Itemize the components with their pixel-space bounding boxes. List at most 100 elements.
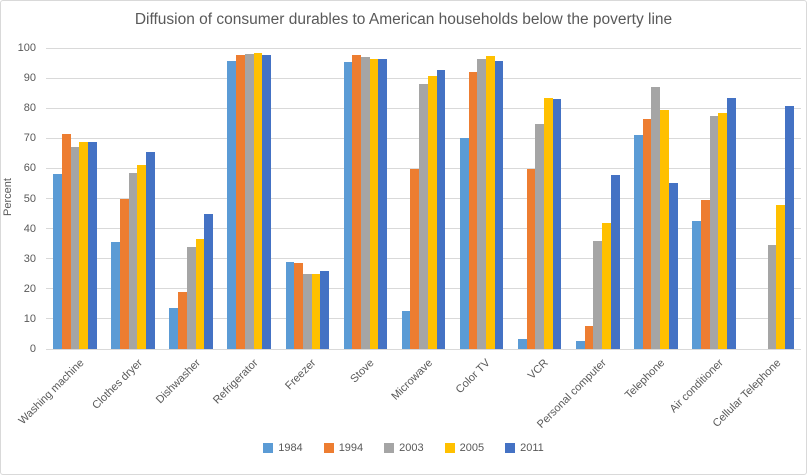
bar-2003-air-conditioner bbox=[709, 115, 719, 349]
bar-2003-vcr bbox=[535, 123, 544, 349]
y-tick-label: 0 bbox=[29, 343, 36, 355]
bar-1994-telephone bbox=[642, 118, 652, 349]
bar-1984-stove bbox=[343, 62, 353, 349]
bar-2005-color-tv bbox=[485, 55, 495, 349]
bar-2003-color-tv bbox=[477, 58, 486, 349]
bar-1994-clothes-dryer bbox=[120, 198, 129, 349]
x-category-label-telephone: Telephone bbox=[622, 357, 668, 402]
legend-label: 1994 bbox=[338, 442, 364, 454]
bar-2011-cellular-telephone bbox=[785, 106, 794, 349]
bar-2005-freezer bbox=[311, 273, 321, 349]
bar-1994-personal-computer bbox=[584, 326, 594, 349]
x-category-label-vcr: VCR bbox=[526, 357, 552, 382]
bar-2003-freezer bbox=[302, 273, 312, 349]
bar-2005-washing-machine bbox=[79, 141, 89, 349]
legend-item-2005: 2005 bbox=[444, 442, 484, 454]
bar-2011-refrigerator bbox=[262, 54, 272, 349]
bar-2011-personal-computer bbox=[610, 174, 620, 349]
legend-swatch-2005 bbox=[444, 443, 455, 453]
bar-1994-air-conditioner bbox=[700, 200, 710, 349]
legend: 1984 1994 2003 2005 2011 bbox=[1, 442, 806, 454]
y-tick-label: 90 bbox=[23, 72, 36, 85]
bar-2003-clothes-dryer bbox=[128, 172, 138, 349]
legend-label: 1984 bbox=[278, 442, 303, 454]
bar-1984-dishwasher bbox=[169, 308, 179, 349]
bar-2011-clothes-dryer bbox=[146, 151, 155, 349]
x-category-label-freezer: Freezer bbox=[283, 357, 319, 393]
bar-2003-dishwasher bbox=[186, 246, 196, 349]
legend-label: 2011 bbox=[520, 442, 544, 454]
y-tick-label: 100 bbox=[17, 42, 36, 54]
y-tick-label: 10 bbox=[23, 312, 36, 325]
bar-2005-cellular-telephone bbox=[776, 204, 786, 349]
bar-2005-personal-computer bbox=[602, 222, 611, 349]
y-tick-label: 80 bbox=[23, 102, 36, 115]
bar-2011-color-tv bbox=[494, 60, 504, 349]
bar-2005-stove bbox=[369, 58, 379, 349]
x-category-label-dishwasher: Dishwasher bbox=[153, 357, 203, 407]
y-tick-label: 40 bbox=[23, 222, 36, 235]
y-tick-label: 70 bbox=[23, 132, 36, 145]
bar-1994-color-tv bbox=[468, 72, 478, 349]
bar-2011-dishwasher bbox=[204, 213, 213, 349]
bar-2011-microwave bbox=[436, 69, 446, 349]
y-axis-title: Percent bbox=[2, 178, 14, 216]
bar-2005-telephone bbox=[660, 109, 669, 349]
bar-1994-microwave bbox=[410, 168, 420, 349]
bar-1994-washing-machine bbox=[61, 133, 71, 349]
bar-2011-telephone bbox=[668, 183, 678, 349]
bar-2005-clothes-dryer bbox=[137, 165, 147, 349]
x-category-label-microwave: Microwave bbox=[389, 357, 435, 403]
x-category-label-washing-machine: Washing machine bbox=[16, 357, 87, 428]
legend-item-2011: 2011 bbox=[505, 442, 544, 454]
legend-swatch-2011 bbox=[505, 443, 516, 453]
bar-1984-vcr bbox=[517, 338, 527, 349]
x-category-label-air-conditioner: Air conditioner bbox=[667, 357, 726, 416]
bar-1984-color-tv bbox=[459, 137, 469, 349]
bar-2011-washing-machine bbox=[88, 141, 97, 349]
bar-2011-stove bbox=[378, 58, 388, 349]
gridline bbox=[46, 77, 801, 79]
bar-1994-vcr bbox=[526, 168, 536, 349]
bar-2003-cellular-telephone bbox=[767, 245, 777, 349]
bar-1984-washing-machine bbox=[53, 174, 62, 349]
bar-2005-air-conditioner bbox=[718, 112, 727, 349]
bar-2011-vcr bbox=[552, 98, 562, 349]
bar-1984-personal-computer bbox=[575, 340, 585, 349]
legend-item-2003: 2003 bbox=[384, 442, 424, 454]
legend-item-1984: 1984 bbox=[263, 442, 303, 454]
legend-swatch-1994 bbox=[323, 443, 334, 453]
legend-label: 2003 bbox=[399, 442, 424, 454]
bar-1984-air-conditioner bbox=[692, 221, 701, 349]
bar-2003-washing-machine bbox=[70, 147, 80, 349]
bar-1984-telephone bbox=[634, 135, 643, 349]
legend-swatch-1984 bbox=[263, 443, 274, 453]
y-tick-label: 50 bbox=[23, 192, 36, 205]
legend-item-1994: 1994 bbox=[323, 442, 364, 454]
bar-1994-freezer bbox=[294, 263, 303, 349]
bar-2005-dishwasher bbox=[195, 239, 205, 349]
bar-1984-freezer bbox=[285, 261, 295, 349]
x-category-label-clothes-dryer: Clothes dryer bbox=[89, 357, 145, 412]
x-category-label-stove: Stove bbox=[348, 357, 377, 386]
bar-2003-microwave bbox=[419, 83, 428, 349]
bar-1984-refrigerator bbox=[227, 60, 237, 349]
bar-1994-refrigerator bbox=[236, 54, 245, 349]
bar-1994-dishwasher bbox=[178, 291, 187, 349]
bar-2003-telephone bbox=[651, 87, 661, 349]
x-category-label-color-tv: Color TV bbox=[454, 357, 494, 397]
y-tick-label: 30 bbox=[23, 252, 36, 265]
chart-title: Diffusion of consumer durables to Americ… bbox=[134, 11, 673, 28]
x-category-label-refrigerator: Refrigerator bbox=[211, 357, 261, 407]
x-axis-line bbox=[46, 348, 801, 350]
bar-1994-stove bbox=[352, 54, 362, 349]
bar-2003-stove bbox=[361, 57, 370, 349]
bar-2003-refrigerator bbox=[244, 54, 254, 349]
bar-1984-microwave bbox=[401, 311, 411, 349]
bar-2011-freezer bbox=[320, 270, 330, 349]
y-tick-label: 60 bbox=[23, 162, 36, 175]
plot-area bbox=[46, 47, 801, 350]
gridline bbox=[46, 47, 801, 49]
bar-2011-air-conditioner bbox=[726, 98, 736, 349]
